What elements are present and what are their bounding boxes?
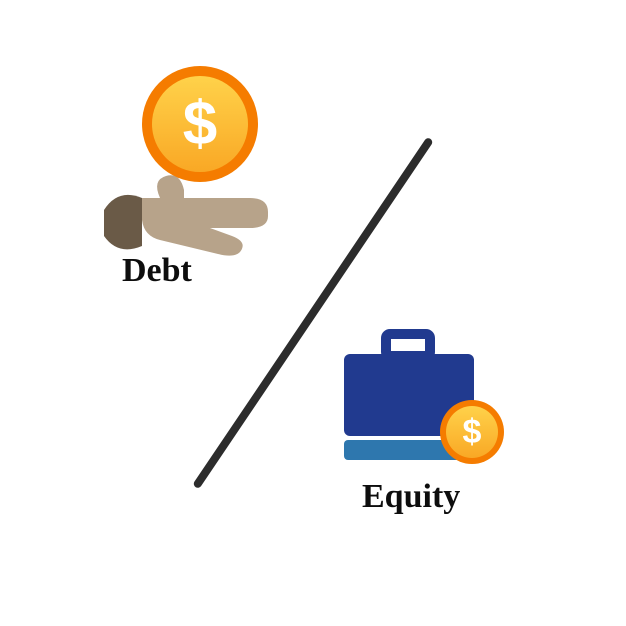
svg-text:$: $ [463,413,482,451]
debt-label: Debt [122,252,192,290]
hand-icon [104,175,268,255]
dollar-coin-icon: $ [142,66,258,182]
briefcase-with-coin-icon: $ [330,328,520,488]
equity-label: Equity [362,478,460,516]
infographic-canvas: $ Debt $ [0,0,626,626]
dollar-coin-icon: $ [440,400,504,464]
svg-text:$: $ [183,90,217,159]
equity-group: $ [330,328,520,488]
hand-with-coin-icon: $ [100,60,300,270]
debt-group: $ [100,60,300,270]
